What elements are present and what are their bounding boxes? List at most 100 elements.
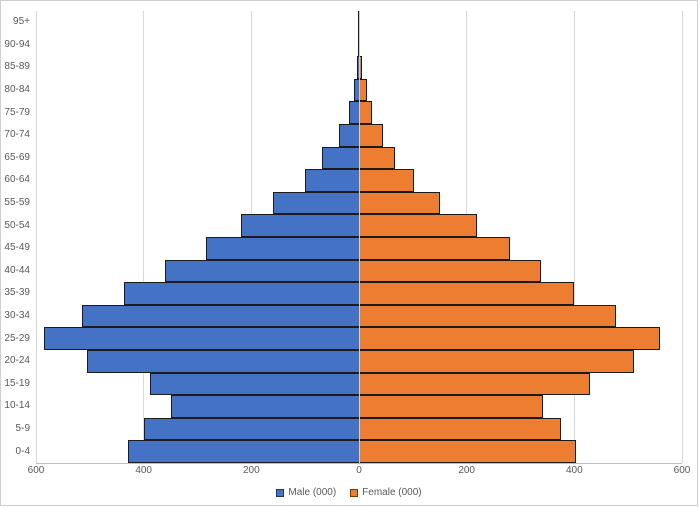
- female-bar[interactable]: [359, 146, 396, 170]
- age-group-label: 90-94: [4, 38, 30, 50]
- legend: Male (000) Female (000): [1, 486, 697, 500]
- female-half: [359, 327, 682, 350]
- age-group-label: 10-14: [4, 400, 30, 412]
- x-tick-label: 400: [135, 465, 152, 476]
- pyramid-row: [36, 282, 682, 305]
- pyramid-row: [36, 395, 682, 418]
- male-half: [36, 440, 359, 463]
- female-half: [359, 191, 682, 215]
- legend-label-female: Female (000): [362, 487, 422, 498]
- female-bar[interactable]: [359, 395, 544, 418]
- female-bar[interactable]: [359, 191, 440, 215]
- female-half: [359, 304, 682, 328]
- male-bar[interactable]: [206, 236, 359, 260]
- y-axis-age-labels: 95+ 90-94 85-89 80-84 75-79 70-74 65-69 60-64 55…: [1, 11, 32, 463]
- male-bar[interactable]: [272, 191, 359, 215]
- male-bar[interactable]: [358, 11, 359, 34]
- male-bar[interactable]: [240, 214, 359, 237]
- female-bar[interactable]: [359, 101, 372, 124]
- female-bar[interactable]: [359, 282, 575, 305]
- male-bar[interactable]: [150, 372, 359, 396]
- female-half: [359, 417, 682, 441]
- gridline: [35, 11, 37, 463]
- male-bar[interactable]: [87, 349, 359, 373]
- male-bar[interactable]: [170, 395, 359, 418]
- pyramid-row: [36, 349, 682, 373]
- x-tick-label: 600: [673, 465, 691, 476]
- male-bar[interactable]: [338, 123, 359, 147]
- female-bar[interactable]: [359, 304, 617, 328]
- age-group-label: 65-69: [4, 151, 30, 163]
- legend-item-female[interactable]: Female (000): [350, 487, 422, 498]
- pyramid-row: [36, 56, 682, 79]
- male-bar[interactable]: [143, 417, 359, 441]
- female-bar[interactable]: [359, 440, 577, 463]
- female-half: [359, 11, 682, 34]
- male-half: [36, 191, 359, 215]
- female-bar[interactable]: [359, 56, 362, 79]
- female-half: [359, 169, 682, 192]
- legend-item-male[interactable]: Male (000): [276, 488, 336, 498]
- pyramid-row: [36, 78, 682, 102]
- female-bar[interactable]: [359, 78, 367, 102]
- male-bar[interactable]: [357, 33, 359, 57]
- female-bar[interactable]: [359, 259, 541, 283]
- male-half: [36, 11, 359, 34]
- male-half: [36, 56, 359, 79]
- pyramid-row: [36, 123, 682, 147]
- x-tick-label: 600: [27, 465, 45, 476]
- gridline: [573, 11, 575, 463]
- male-bar[interactable]: [124, 282, 359, 305]
- male-bar[interactable]: [43, 327, 359, 350]
- female-half: [359, 56, 682, 79]
- male-half: [36, 169, 359, 192]
- female-bar[interactable]: [359, 169, 414, 192]
- male-half: [36, 349, 359, 373]
- age-group-label: 15-19: [4, 377, 30, 389]
- male-half: [36, 146, 359, 170]
- age-group-label: 55-59: [4, 197, 30, 209]
- female-bar[interactable]: [359, 214, 478, 237]
- female-bar[interactable]: [359, 372, 591, 396]
- pyramid-row: [36, 259, 682, 283]
- female-bar[interactable]: [359, 349, 634, 373]
- female-half: [359, 372, 682, 396]
- male-bar[interactable]: [353, 78, 359, 102]
- female-half: [359, 395, 682, 418]
- legend-label-male: Male (000): [288, 487, 337, 498]
- female-half: [359, 236, 682, 260]
- male-half: [36, 78, 359, 102]
- male-half: [36, 123, 359, 147]
- plot-area: [35, 11, 683, 464]
- male-bar[interactable]: [356, 56, 359, 79]
- age-group-label: 20-24: [4, 355, 30, 367]
- male-bar[interactable]: [305, 169, 359, 192]
- male-half: [36, 259, 359, 283]
- male-bar[interactable]: [349, 101, 359, 124]
- pyramid-row: [36, 327, 682, 350]
- age-group-label: 35-39: [4, 287, 30, 299]
- male-bar[interactable]: [127, 440, 359, 463]
- pyramid-row: [36, 191, 682, 215]
- pyramid-row: [36, 440, 682, 463]
- female-bar[interactable]: [359, 123, 384, 147]
- male-bar[interactable]: [165, 259, 359, 283]
- age-group-label: 70-74: [4, 129, 30, 141]
- x-tick-label: 200: [242, 465, 260, 476]
- pyramid-row: [36, 169, 682, 192]
- x-tick-label: 200: [458, 465, 475, 476]
- male-half: [36, 327, 359, 350]
- age-group-label: 60-64: [4, 174, 30, 186]
- pyramid-row: [36, 236, 682, 260]
- female-bar[interactable]: [359, 417, 561, 441]
- pyramid-row: [36, 101, 682, 124]
- gridline: [143, 11, 145, 463]
- male-bar[interactable]: [81, 304, 359, 328]
- age-group-label: 50-54: [4, 219, 30, 231]
- female-bar[interactable]: [359, 327, 661, 350]
- female-bar[interactable]: [359, 236, 510, 260]
- male-bar[interactable]: [322, 146, 359, 170]
- pyramid-row: [36, 372, 682, 396]
- male-half: [36, 214, 359, 237]
- age-group-label: 30-34: [4, 310, 30, 322]
